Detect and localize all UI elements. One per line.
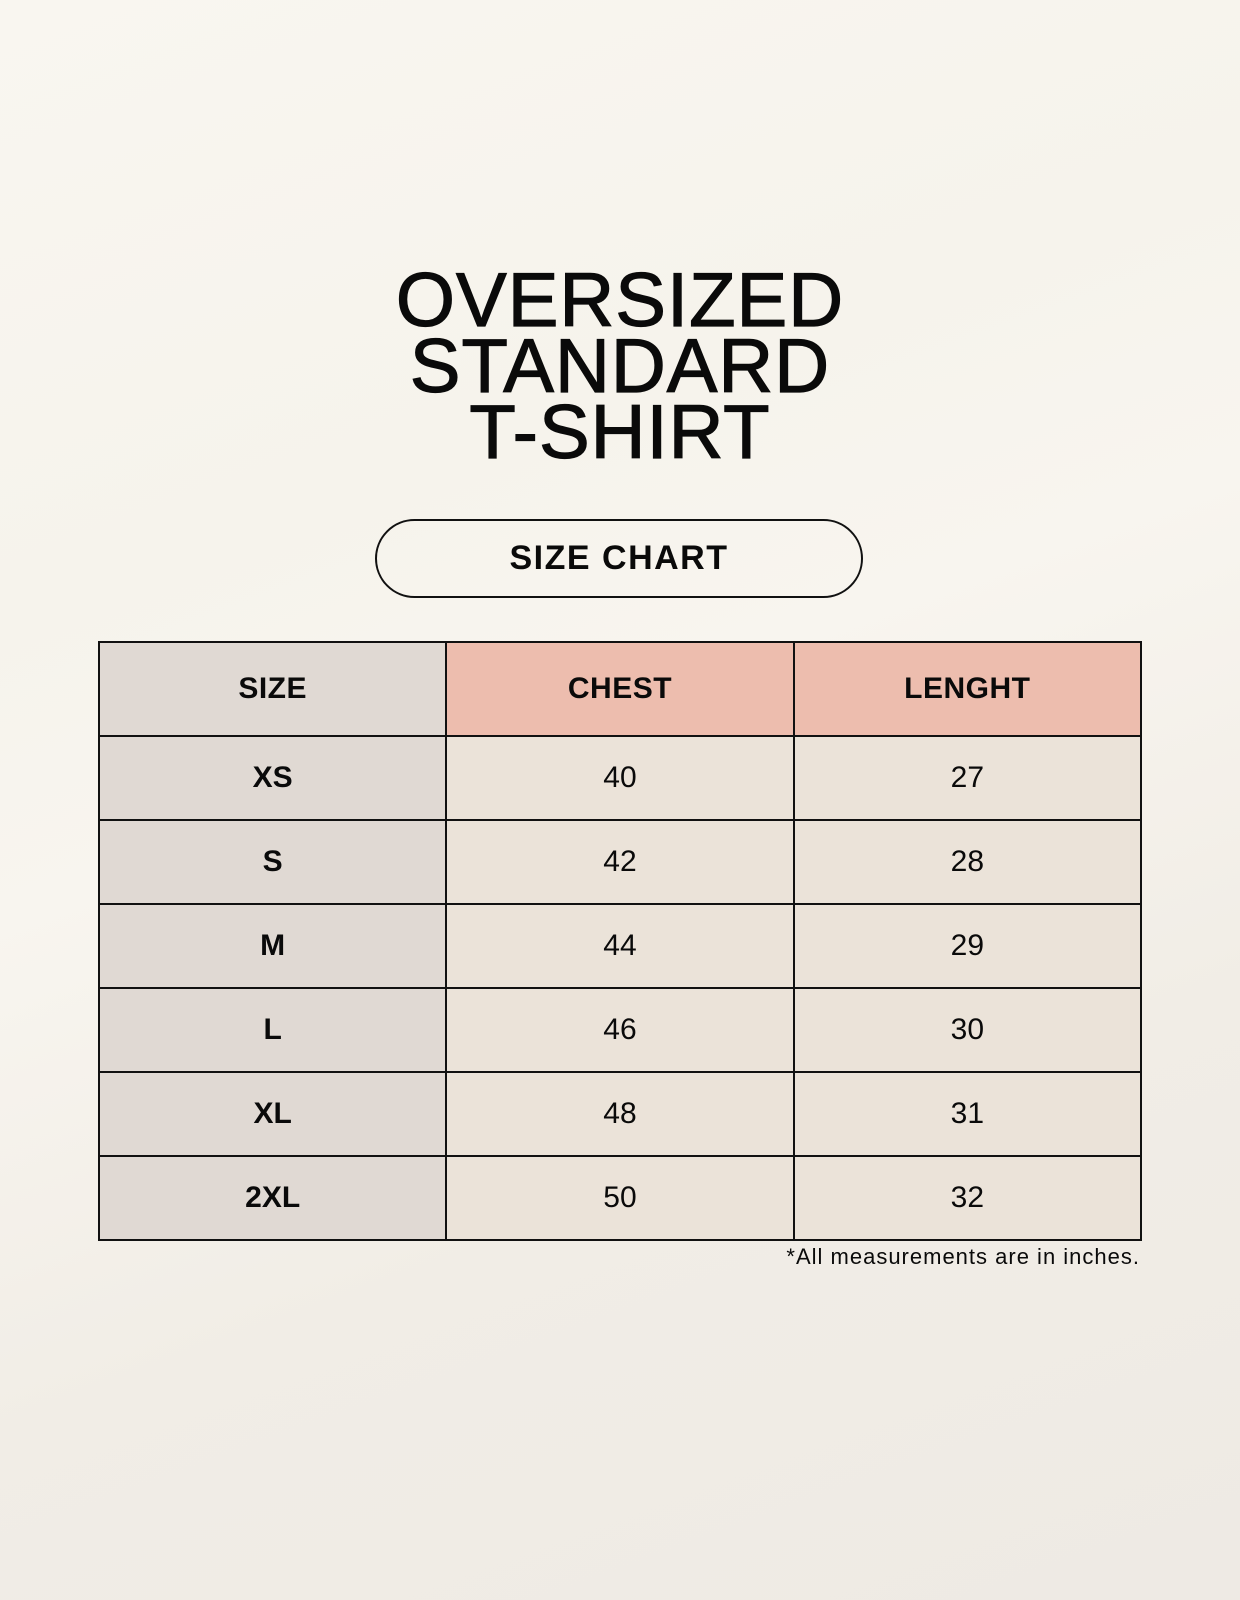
length-cell: 31 [792, 1071, 1143, 1157]
header-size: SIZE [97, 641, 448, 737]
chest-cell: 42 [445, 819, 795, 905]
size-chart-badge: SIZE CHART [375, 519, 863, 598]
header-chest: CHEST [445, 641, 795, 737]
title-line: T-SHIRT [469, 390, 771, 475]
length-cell: 29 [792, 903, 1143, 989]
chest-cell: 44 [445, 903, 795, 989]
length-cell: 30 [792, 987, 1143, 1073]
size-cell: 2XL [97, 1155, 448, 1241]
table-row: 2XL 50 32 [97, 1155, 1143, 1241]
footnote: *All measurements are in inches. [786, 1244, 1140, 1269]
size-cell: XL [97, 1071, 448, 1157]
page-title: OVERSIZED STANDARD T-SHIRT [0, 258, 1240, 475]
chest-cell: 50 [445, 1155, 795, 1241]
table-row: XL 48 31 [97, 1071, 1143, 1157]
table-header-row: SIZE CHEST LENGHT [97, 641, 1143, 737]
header-length: LENGHT [792, 641, 1143, 737]
table-row: S 42 28 [97, 819, 1143, 905]
table-row: XS 40 27 [97, 735, 1143, 821]
size-cell: S [97, 819, 448, 905]
size-cell: M [97, 903, 448, 989]
table-row: M 44 29 [97, 903, 1143, 989]
title-line: OVERSIZED [395, 258, 845, 343]
chest-cell: 40 [445, 735, 795, 821]
length-cell: 27 [792, 735, 1143, 821]
title-line: STANDARD [409, 324, 831, 409]
chest-cell: 46 [445, 987, 795, 1073]
length-cell: 32 [792, 1155, 1143, 1241]
chest-cell: 48 [445, 1071, 795, 1157]
length-cell: 28 [792, 819, 1143, 905]
size-cell: XS [97, 735, 448, 821]
size-cell: L [97, 987, 448, 1073]
size-chart-badge-label: SIZE CHART [509, 539, 729, 577]
size-table: SIZE CHEST LENGHT XS 40 27 S 42 28 M 44 29 L 46 30 X… [97, 641, 1143, 1241]
table-row: L 46 30 [97, 987, 1143, 1073]
